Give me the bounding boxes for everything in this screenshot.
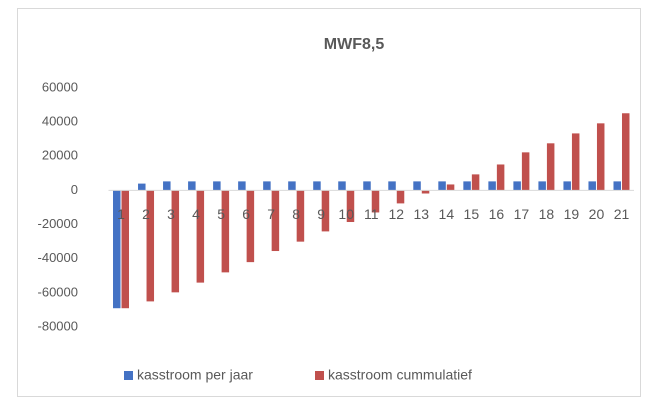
x-tick-label: 4 (192, 206, 200, 222)
x-tick-label: 20 (589, 206, 605, 222)
bar (563, 181, 571, 191)
y-tick-label: 0 (71, 182, 78, 197)
x-tick-label: 19 (564, 206, 580, 222)
x-tick-label: 16 (489, 206, 505, 222)
bar (446, 184, 455, 191)
x-tick-label: 10 (338, 206, 354, 222)
bar (538, 181, 546, 191)
bar (346, 190, 355, 223)
bar (588, 181, 596, 191)
x-tick-label: 15 (464, 206, 480, 222)
x-tick-label: 11 (364, 206, 379, 222)
bar (513, 181, 521, 191)
bar (521, 152, 530, 191)
y-tick-label: -20000 (38, 216, 78, 231)
bar (596, 123, 605, 191)
x-tick-label: 9 (317, 206, 325, 222)
y-tick-label: -40000 (38, 250, 78, 265)
y-tick-label: -80000 (38, 318, 78, 333)
legend-swatch (124, 371, 133, 380)
y-tick-label: 20000 (42, 148, 78, 163)
bar (196, 190, 205, 283)
bar (296, 190, 305, 242)
bar (288, 181, 296, 191)
legend-swatch (315, 371, 324, 380)
x-tick-label: 14 (439, 206, 455, 222)
bar (371, 190, 380, 213)
bar (246, 190, 255, 263)
bar (146, 190, 155, 302)
bar (213, 181, 221, 191)
x-tick-label: 5 (217, 206, 225, 222)
x-tick-label: 3 (167, 206, 175, 222)
bar (571, 133, 580, 191)
bar (163, 181, 171, 191)
bar (546, 143, 555, 191)
bar (363, 181, 371, 191)
bar (471, 174, 480, 191)
x-tick-label: 8 (292, 206, 300, 222)
bar (238, 181, 246, 191)
bar (313, 181, 321, 191)
x-tick-label: 21 (614, 206, 630, 222)
bar (271, 190, 280, 252)
x-tick-label: 18 (539, 206, 555, 222)
bar (388, 181, 396, 191)
legend-label: kasstroom per jaar (137, 367, 253, 383)
x-tick-label: 7 (267, 206, 275, 222)
bar (113, 190, 121, 309)
x-tick-label: 12 (388, 206, 404, 222)
y-tick-label: 60000 (42, 79, 78, 94)
y-tick-label: -60000 (38, 284, 78, 299)
x-tick-label: 17 (514, 206, 530, 222)
x-tick-label: 13 (414, 206, 430, 222)
bar (221, 190, 230, 273)
bar (621, 113, 630, 191)
x-tick-label: 6 (242, 206, 250, 222)
bar (488, 181, 496, 191)
bar (338, 181, 346, 191)
bar (263, 181, 271, 191)
bar (438, 181, 446, 191)
bar (613, 181, 621, 191)
bar (138, 183, 146, 191)
bar (188, 181, 196, 191)
y-tick-label: 40000 (42, 114, 78, 129)
bar (121, 190, 130, 309)
legend-label: kasstroom cummulatief (328, 367, 472, 383)
bar (413, 181, 421, 191)
bar (396, 190, 405, 204)
bar (463, 181, 471, 191)
bar (171, 190, 180, 293)
x-tick-label: 1 (117, 206, 125, 222)
x-tick-label: 2 (142, 206, 150, 222)
bar (321, 190, 330, 232)
bar (496, 164, 505, 191)
chart-title: MWF8,5 (324, 36, 385, 53)
bar (421, 190, 430, 194)
